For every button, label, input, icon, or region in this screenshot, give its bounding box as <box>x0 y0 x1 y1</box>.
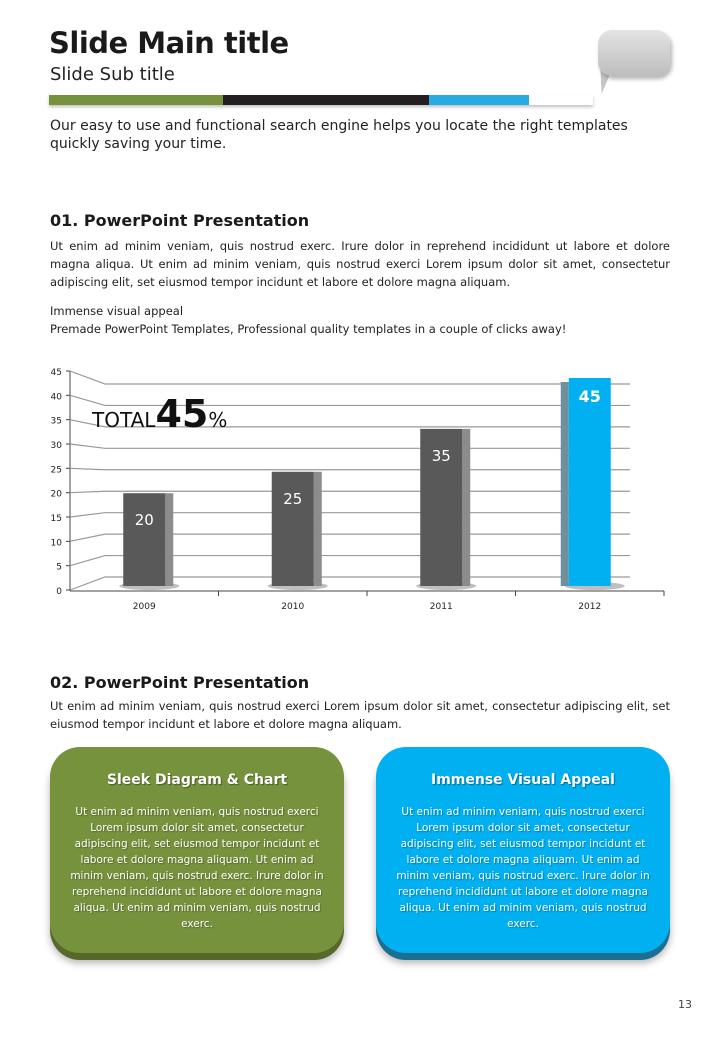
bar-chart: 0 5 10 15 20 25 30 35 40 45 20 2009 25 2010 35 2011 45 20… <box>51 368 665 612</box>
speech-bubble-icon <box>598 30 670 76</box>
x-tick-label: 2011 <box>430 602 453 612</box>
data-label: 45 <box>579 387 601 406</box>
page-number: 13 <box>678 998 692 1011</box>
y-tick-label: 35 <box>51 417 62 427</box>
y-tick-label: 20 <box>51 490 63 500</box>
x-tick-label: 2010 <box>281 602 304 612</box>
total-annotation: TOTAL45% <box>91 392 227 436</box>
section1-line1: Immense visual appeal <box>50 304 184 318</box>
card-visual-appeal: Immense Visual Appeal Ut enim ad minim v… <box>376 747 670 953</box>
bar-2011 <box>420 428 463 586</box>
intro-text: Our easy to use and functional search en… <box>50 118 628 152</box>
annotation-part: TOTAL <box>91 408 156 432</box>
y-tick-label: 30 <box>51 441 63 451</box>
gridline <box>69 419 630 428</box>
color-bar-black <box>223 95 429 105</box>
slide-subtitle: Slide Sub title <box>50 64 175 85</box>
gridline <box>69 443 630 449</box>
bar-side <box>313 471 322 586</box>
color-bar-white <box>529 95 593 105</box>
section2-heading: 02. PowerPoint Presentation <box>50 673 310 692</box>
section1-heading: 01. PowerPoint Presentation <box>50 211 310 230</box>
card-title: Immense Visual Appeal <box>431 772 615 788</box>
bar-2012 <box>568 378 611 586</box>
slide-title: Slide Main title <box>49 26 289 60</box>
bar-side <box>560 382 569 586</box>
color-bar-blue <box>429 95 529 105</box>
gridline <box>69 490 630 494</box>
y-tick-label: 45 <box>51 368 62 378</box>
annotation-part: 45 <box>155 392 208 436</box>
data-label: 35 <box>432 447 451 465</box>
x-tick-label: 2012 <box>578 602 601 612</box>
bar-2009 <box>123 493 166 586</box>
card-title: Sleek Diagram & Chart <box>106 772 288 788</box>
x-tick-label: 2009 <box>133 602 156 612</box>
y-tick-label: 5 <box>56 563 62 573</box>
y-tick-label: 0 <box>56 587 62 597</box>
bar-side <box>462 428 471 586</box>
gridline <box>69 394 630 407</box>
gridline <box>69 370 630 385</box>
annotation-part: % <box>208 408 227 432</box>
card-body: Ut enim ad minim veniam, quis nostrud ex… <box>396 806 650 930</box>
card-body: Ut enim ad minim veniam, quis nostrud ex… <box>70 806 324 930</box>
section1-body: Ut enim ad minim veniam, quis nostrud ex… <box>50 239 670 289</box>
bar-side <box>165 493 174 586</box>
color-bar <box>49 95 593 105</box>
data-label: 20 <box>135 511 154 529</box>
color-bar-green <box>49 95 223 105</box>
data-label: 25 <box>283 490 302 508</box>
gridline <box>69 467 630 471</box>
card-sleek-diagram: Sleek Diagram & Chart Ut enim ad minim v… <box>50 747 344 953</box>
y-tick-label: 10 <box>51 538 63 548</box>
section1-line2: Premade PowerPoint Templates, Profession… <box>50 322 567 336</box>
bar-2010 <box>271 471 314 586</box>
y-tick-label: 15 <box>51 514 62 524</box>
y-tick-label: 40 <box>51 392 63 402</box>
y-tick-label: 25 <box>51 465 62 475</box>
section2-body: Ut enim ad minim veniam, quis nostrud ex… <box>50 699 670 731</box>
